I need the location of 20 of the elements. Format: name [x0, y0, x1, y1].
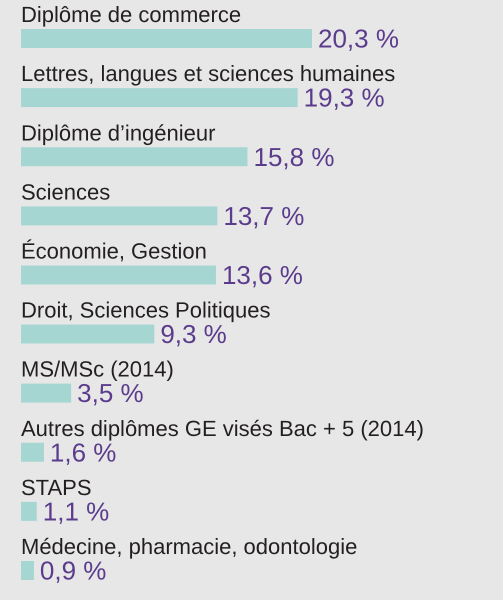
y-tick-label: Sciences: [21, 179, 110, 204]
bar: [21, 88, 298, 108]
bar: [21, 442, 44, 462]
y-tick-label: MS/MSc (2014): [21, 356, 174, 382]
y-tick-label: Diplôme de commerce: [21, 2, 242, 28]
bar: [21, 384, 72, 403]
bar: [21, 502, 37, 521]
data-label: 20,3 %: [318, 24, 399, 54]
y-tick-label: Autres diplômes GE visés Bac + 5 (2014): [21, 416, 424, 441]
bar: [21, 147, 248, 166]
bar: [21, 29, 312, 48]
data-label: 13,6 %: [222, 260, 303, 290]
bar: [21, 265, 216, 284]
bar: [21, 206, 218, 226]
data-label: 13,7 %: [223, 200, 304, 231]
y-tick-label: Économie, Gestion: [21, 238, 207, 264]
data-label: 15,8 %: [253, 142, 334, 172]
bar: [21, 324, 154, 344]
y-tick-label: Diplôme d’ingénieur: [21, 120, 216, 146]
bar: [21, 560, 34, 580]
